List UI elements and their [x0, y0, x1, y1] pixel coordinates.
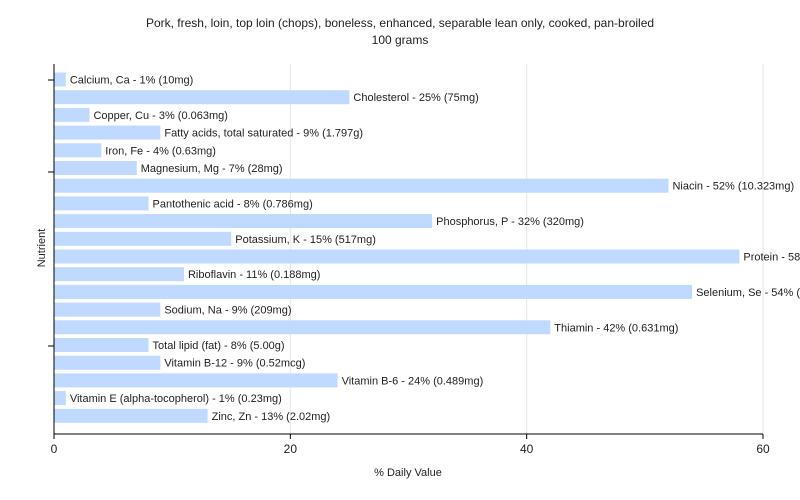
bar-label: Protein - 58% (28.95g) — [743, 252, 800, 264]
bar — [54, 408, 208, 423]
bar-label: Cholesterol - 25% (75mg) — [353, 92, 478, 104]
bar-label: Selenium, Se - 54% (37.7mcg) — [696, 287, 800, 299]
bar-labels: Calcium, Ca - 1% (10mg) Cholesterol - 25%… — [70, 75, 800, 423]
chart-subtitle: 100 grams — [372, 33, 429, 47]
bar-label: Calcium, Ca - 1% (10mg) — [70, 75, 193, 87]
bar — [54, 355, 161, 370]
bar-label: Zinc, Zn - 13% (2.02mg) — [212, 411, 331, 423]
x-tick-label: 0 — [51, 442, 58, 456]
bar-label: Iron, Fe - 4% (0.63mg) — [105, 145, 216, 157]
bar — [54, 125, 161, 140]
bar — [54, 72, 66, 87]
bar — [54, 196, 149, 211]
bar-label: Potassium, K - 15% (517mg) — [235, 234, 376, 246]
bar — [54, 249, 740, 264]
x-tick-label: 40 — [520, 442, 534, 456]
bars — [54, 72, 740, 423]
bar — [54, 178, 669, 193]
x-tick-label: 60 — [756, 442, 770, 456]
bar — [54, 302, 161, 317]
x-axis-label: % Daily Value — [374, 467, 442, 479]
x-tick-label: 20 — [284, 442, 298, 456]
chart-title: Pork, fresh, loin, top loin (chops), bon… — [146, 16, 654, 30]
bar-label: Vitamin E (alpha-tocopherol) - 1% (0.23m… — [70, 393, 282, 405]
bar-label: Vitamin B-12 - 9% (0.52mcg) — [164, 358, 305, 370]
bar — [54, 391, 66, 406]
bar-label: Vitamin B-6 - 24% (0.489mg) — [342, 375, 484, 387]
bar-label: Magnesium, Mg - 7% (28mg) — [141, 163, 283, 175]
bar — [54, 231, 232, 246]
bar — [54, 338, 149, 352]
bar — [54, 107, 90, 122]
bar — [54, 90, 350, 105]
gridlines — [289, 64, 764, 434]
bar-label: Niacin - 52% (10.323mg) — [672, 181, 794, 193]
bar — [54, 143, 102, 158]
axes: 0 20 40 60 — [48, 64, 770, 456]
bar-label: Sodium, Na - 9% (209mg) — [164, 305, 291, 317]
bar — [54, 214, 433, 229]
bar — [54, 373, 338, 388]
bar — [54, 320, 551, 335]
y-axis-label: Nutrient — [36, 229, 48, 268]
bar-label: Thiamin - 42% (0.631mg) — [554, 322, 678, 334]
bar-label: Fatty acids, total saturated - 9% (1.797… — [164, 128, 363, 140]
bar — [54, 284, 693, 299]
bar — [54, 161, 137, 175]
bar-label: Copper, Cu - 3% (0.063mg) — [93, 110, 228, 122]
bar-label: Pantothenic acid - 8% (0.786mg) — [153, 198, 313, 210]
bar-label: Total lipid (fat) - 8% (5.00g) — [153, 340, 285, 352]
bar-label: Riboflavin - 11% (0.188mg) — [188, 269, 320, 281]
bar-label: Phosphorus, P - 32% (320mg) — [436, 216, 584, 228]
bar — [54, 267, 184, 282]
